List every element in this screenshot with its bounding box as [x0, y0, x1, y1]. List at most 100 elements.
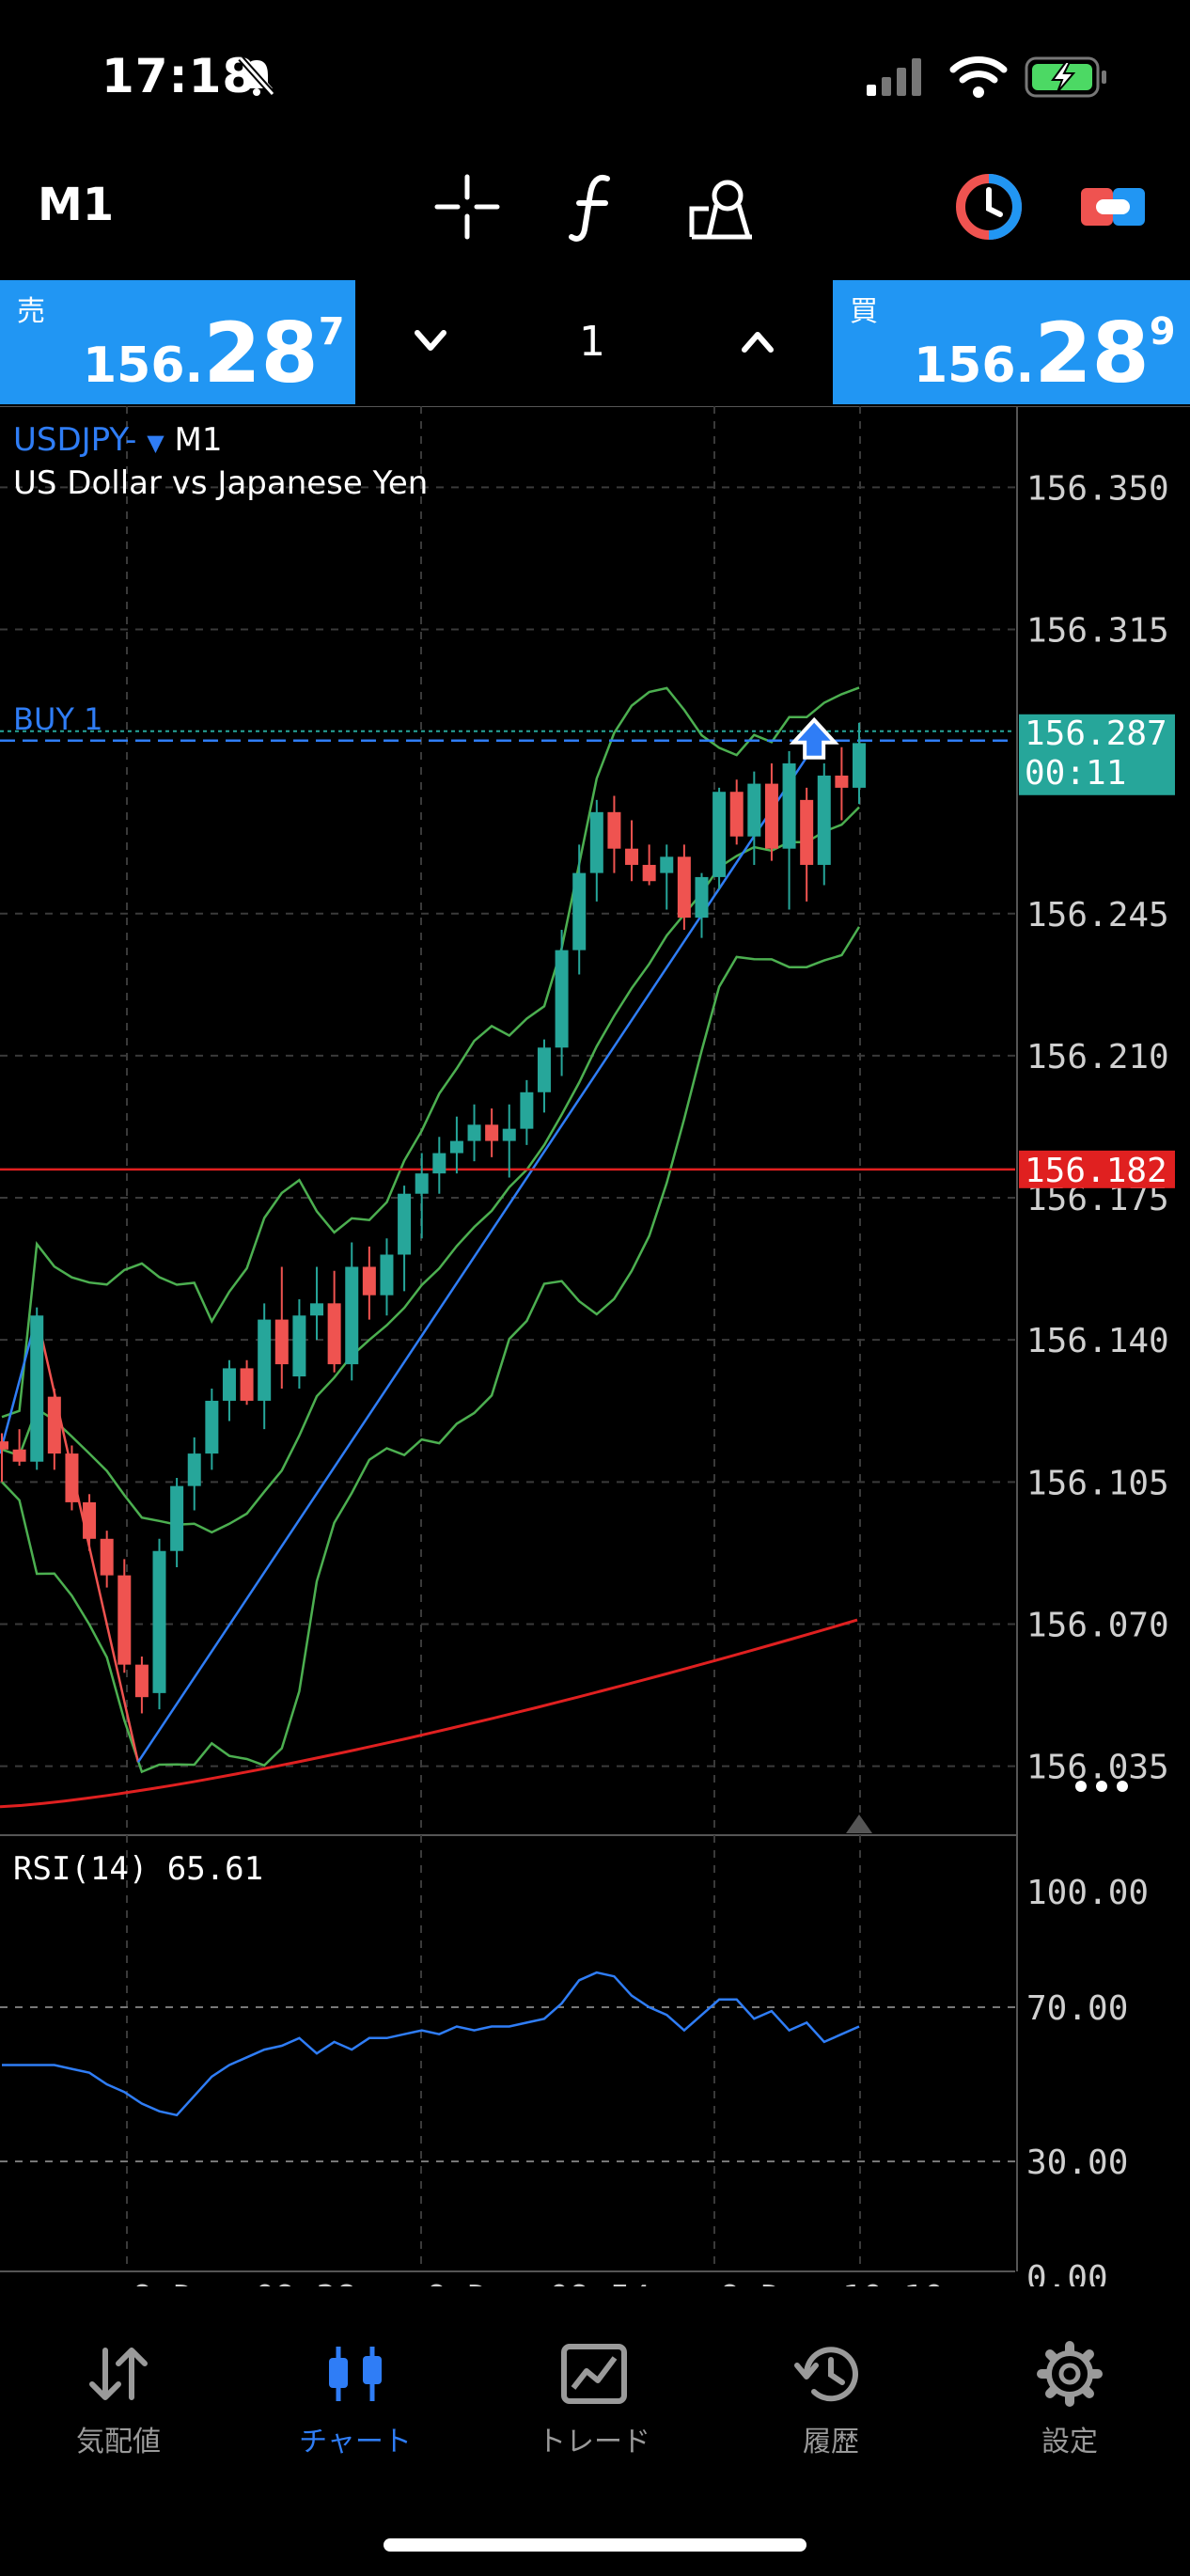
- lot-decrease-icon[interactable]: [412, 325, 449, 357]
- time-tick-label: 9 Dec 10:10: [720, 2279, 944, 2286]
- candle: [187, 1437, 201, 1511]
- upper-band-line: [1, 686, 860, 1419]
- status-time: 17:18: [102, 49, 257, 103]
- countdown-timer: 00:11: [1025, 754, 1126, 793]
- candle: [817, 763, 831, 886]
- candle-body: [240, 1368, 254, 1401]
- candle: [677, 844, 691, 931]
- candle: [449, 1116, 463, 1174]
- candle: [695, 872, 709, 938]
- nav-chart-label: チャート: [299, 2426, 412, 2458]
- candle-body: [520, 1092, 534, 1129]
- candle: [642, 844, 656, 886]
- current-price-tag-bg: [1019, 714, 1175, 795]
- buy-button[interactable]: 買 156.289: [833, 280, 1190, 404]
- candle-body: [152, 1550, 166, 1693]
- candle: [747, 771, 761, 865]
- chart-symbol[interactable]: USDJPY-: [13, 421, 137, 459]
- sell-tag: 売: [17, 295, 45, 328]
- candle: [712, 787, 727, 889]
- battery-charging-icon: [1025, 56, 1106, 98]
- candle: [345, 1242, 359, 1381]
- alert-price-value: 156.182: [1025, 1152, 1167, 1190]
- indicators-icon[interactable]: [555, 167, 634, 246]
- nav-history[interactable]: 履歴: [746, 2341, 916, 2459]
- candle-body: [117, 1575, 132, 1665]
- crosshair-icon[interactable]: [428, 167, 507, 246]
- candle: [485, 1108, 499, 1157]
- candle-body: [764, 783, 778, 849]
- home-indicator[interactable]: [384, 2538, 806, 2552]
- candle: [555, 930, 569, 1076]
- candle-body: [170, 1485, 184, 1551]
- nav-trade[interactable]: トレード: [509, 2341, 679, 2459]
- candle-body: [572, 872, 587, 950]
- nav-settings[interactable]: 設定: [985, 2341, 1154, 2459]
- candle-body: [258, 1319, 272, 1401]
- candle: [415, 1153, 429, 1239]
- sell-button[interactable]: 売 156.287: [0, 280, 355, 404]
- candle: [258, 1303, 272, 1430]
- buy-price: 156.289: [914, 305, 1176, 401]
- candle-body: [432, 1153, 446, 1174]
- chart-timeframe: M1: [174, 421, 223, 459]
- buy-tag: 買: [850, 295, 878, 328]
- buy-order-label[interactable]: BUY 1: [13, 701, 103, 737]
- price-tick-label: 156.315: [1026, 612, 1169, 651]
- nav-history-label: 履歴: [803, 2426, 859, 2458]
- chart-icon: [329, 2347, 382, 2401]
- buy-arrow-icon: [789, 716, 839, 760]
- candle: [100, 1531, 114, 1588]
- candle: [572, 844, 587, 975]
- nav-quotes[interactable]: 気配値: [34, 2341, 203, 2459]
- timeframe-selector[interactable]: M1: [38, 179, 115, 231]
- chart-symbol-dropdown-icon[interactable]: ▼: [147, 430, 164, 456]
- candle-body: [537, 1047, 551, 1092]
- chart-symbol-header[interactable]: USDJPY- ▼ M1: [13, 421, 223, 459]
- candle: [47, 1389, 61, 1470]
- candle: [117, 1559, 132, 1673]
- candle-body: [449, 1140, 463, 1154]
- candle: [835, 746, 849, 821]
- candle: [152, 1538, 166, 1710]
- candle: [467, 1104, 481, 1162]
- rsi-tick-label: 30.00: [1026, 2144, 1128, 2182]
- rsi-label: RSI(14) 65.61: [13, 1850, 264, 1888]
- candle: [800, 787, 814, 902]
- more-icon[interactable]: [1072, 1775, 1132, 1798]
- candle-body: [380, 1254, 394, 1296]
- candle: [502, 1104, 516, 1178]
- time-tick-label: 9 Dec 09:38: [133, 2279, 356, 2286]
- account-icon[interactable]: [1073, 167, 1152, 246]
- current-price-value: 156.287: [1025, 715, 1167, 753]
- candle-body: [467, 1124, 481, 1141]
- candle-body: [134, 1664, 149, 1698]
- signal-icon: [867, 58, 921, 96]
- settings-icon: [1037, 2341, 1103, 2407]
- wifi-icon: [949, 56, 1008, 98]
- price-chart[interactable]: 156.350156.315156.245156.210156.175156.1…: [0, 406, 1190, 2286]
- candle: [83, 1494, 97, 1551]
- candle-body: [660, 856, 674, 873]
- lot-increase-icon[interactable]: [739, 325, 776, 357]
- objects-icon[interactable]: [682, 167, 761, 246]
- candle-body: [502, 1128, 516, 1141]
- candle-body: [47, 1396, 61, 1454]
- nav-chart[interactable]: チャート: [271, 2341, 440, 2459]
- lot-value[interactable]: 1: [579, 318, 605, 366]
- candle-body: [589, 811, 603, 873]
- candle-body: [205, 1400, 219, 1454]
- candle: [274, 1266, 289, 1389]
- nav-trade-label: トレード: [538, 2426, 650, 2458]
- moving-average-line: [0, 1618, 858, 1809]
- candle-body: [0, 1441, 8, 1450]
- one-click-trading-icon[interactable]: [949, 167, 1028, 246]
- candle: [134, 1657, 149, 1714]
- candle: [205, 1389, 219, 1470]
- candle-body: [310, 1303, 324, 1316]
- rsi-line: [2, 1971, 860, 2117]
- candle: [625, 820, 639, 882]
- rsi-tick-label: 70.00: [1026, 1989, 1128, 2028]
- candle-body: [292, 1315, 306, 1377]
- candle-body: [607, 811, 621, 849]
